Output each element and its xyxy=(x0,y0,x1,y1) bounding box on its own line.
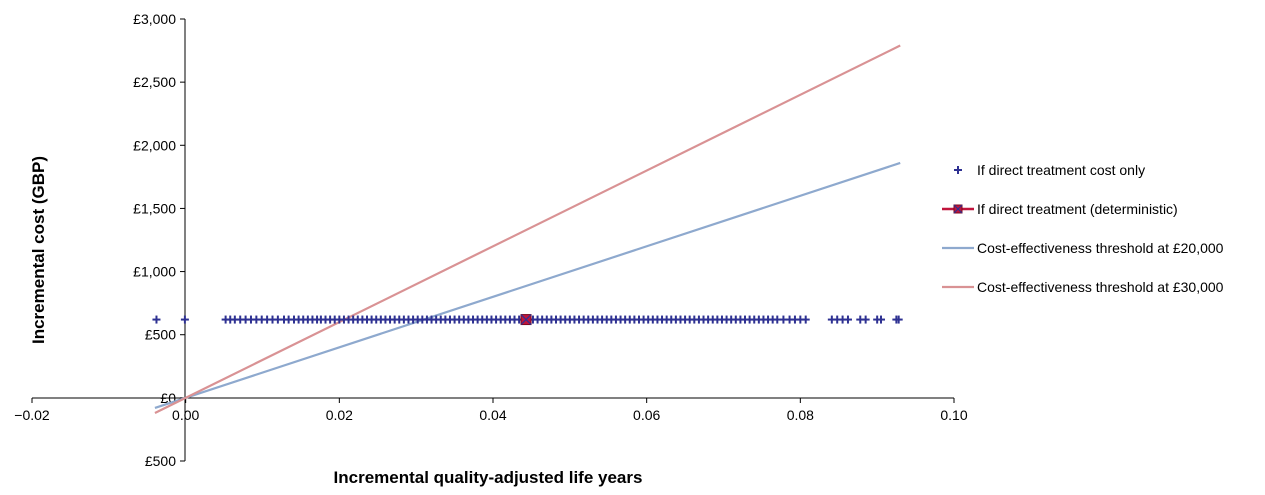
legend-label: Cost-effectiveness threshold at £30,000 xyxy=(977,279,1224,295)
legend-label: If direct treatment cost only xyxy=(977,162,1145,178)
x-axis-title: Incremental quality-adjusted life years xyxy=(334,468,643,487)
y-tick-label: £2,500 xyxy=(133,74,176,90)
threshold-line-2 xyxy=(155,163,900,408)
x-tick-label: 0.10 xyxy=(940,407,967,423)
y-tick-label: £3,000 xyxy=(133,11,176,27)
deterministic-point xyxy=(521,315,531,325)
y-tick-label: £500 xyxy=(145,327,176,343)
scatter-point xyxy=(877,316,885,324)
legend-label: Cost-effectiveness threshold at £20,000 xyxy=(977,240,1224,256)
y-tick-label: £1,000 xyxy=(133,264,176,280)
scatter-point xyxy=(862,316,870,324)
legend-entry: If direct treatment (deterministic) xyxy=(942,201,1178,217)
legend-entry: Cost-effectiveness threshold at £30,000 xyxy=(942,279,1224,295)
chart-marks xyxy=(152,46,902,413)
legend: If direct treatment cost only If direct t… xyxy=(942,162,1224,295)
axes: £3,000£2,500£2,000£1,500£1,000£500£0£500… xyxy=(14,11,968,469)
x-tick-label: −0.02 xyxy=(14,407,50,423)
scatter-point xyxy=(802,316,810,324)
scatter-point xyxy=(844,316,852,324)
y-axis-title: Incremental cost (GBP) xyxy=(29,156,48,344)
x-tick-label: 0.06 xyxy=(633,407,660,423)
x-tick-label: 0.08 xyxy=(787,407,814,423)
y-tick-label: £1,500 xyxy=(133,200,176,216)
scatter-point xyxy=(152,316,160,324)
y-tick-label: £500 xyxy=(145,453,176,469)
threshold-line-3 xyxy=(155,46,900,413)
y-tick-label: £2,000 xyxy=(133,137,176,153)
x-tick-label: 0.04 xyxy=(479,407,506,423)
x-tick-label: 0.00 xyxy=(172,407,199,423)
legend-entry: Cost-effectiveness threshold at £20,000 xyxy=(942,240,1224,256)
scatter-point xyxy=(181,316,189,324)
legend-marker xyxy=(954,166,962,174)
legend-label: If direct treatment (deterministic) xyxy=(977,201,1178,217)
x-tick-label: 0.02 xyxy=(326,407,353,423)
legend-marker xyxy=(954,205,962,213)
legend-entry: If direct treatment cost only xyxy=(954,162,1145,178)
